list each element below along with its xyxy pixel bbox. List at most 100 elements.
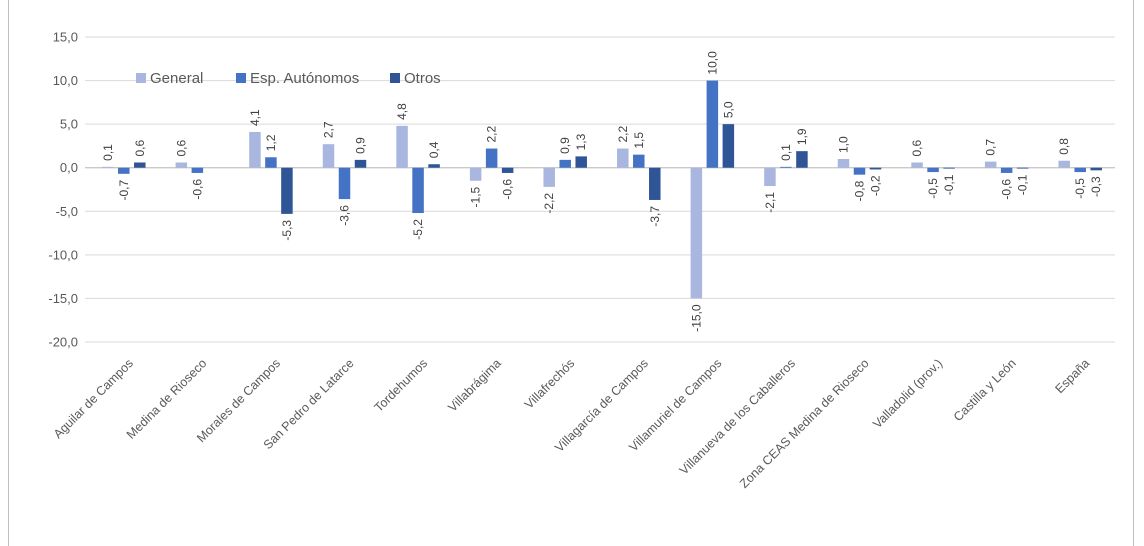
- data-label: -2,2: [542, 193, 556, 214]
- data-label: -0,3: [1089, 176, 1103, 197]
- bar: [1058, 160, 1070, 168]
- chart-frame: [8, 0, 1134, 546]
- x-tick-label: Medina de Rioseco: [124, 356, 210, 442]
- bar: [134, 162, 146, 168]
- bar: [984, 161, 997, 168]
- data-label: -0,6: [501, 179, 515, 200]
- data-label: 0,9: [354, 137, 368, 154]
- bar: [853, 167, 866, 175]
- bar: [396, 125, 408, 168]
- legend-swatch: [236, 73, 246, 83]
- bar: [706, 80, 719, 168]
- x-tick-label: Villanueva de los Caballeros: [677, 356, 798, 477]
- bar: [338, 167, 351, 200]
- data-label: -5,2: [411, 219, 425, 240]
- bar: [911, 162, 923, 168]
- data-label: 1,5: [632, 132, 646, 149]
- data-label: -0,5: [926, 178, 940, 199]
- bar: [837, 159, 850, 168]
- legend-label: General: [150, 70, 203, 87]
- bar: [281, 167, 293, 214]
- data-label: 1,2: [264, 134, 278, 151]
- data-label: 10,0: [705, 51, 719, 75]
- y-tick-label: 5,0: [60, 117, 78, 132]
- bar: [1090, 167, 1102, 171]
- legend-swatch: [390, 73, 400, 83]
- bar: [690, 167, 703, 299]
- data-label: -0,1: [942, 174, 956, 195]
- data-label: 0,1: [101, 144, 115, 161]
- bar: [249, 131, 261, 168]
- x-tick-label: Zona CEAS Medina de Rioseco: [737, 356, 872, 491]
- data-label: 0,6: [133, 139, 147, 156]
- y-tick-label: 10,0: [53, 73, 78, 88]
- y-tick-label: -5,0: [56, 204, 78, 219]
- data-label: 2,2: [485, 126, 499, 143]
- bar: [1074, 167, 1086, 173]
- legend-label: Esp. Autónomos: [250, 70, 359, 87]
- data-label: -0,7: [117, 179, 131, 200]
- data-label: -0,8: [853, 180, 867, 201]
- bar: [412, 167, 424, 214]
- y-tick-label: -20,0: [48, 335, 78, 350]
- bar: [428, 164, 440, 168]
- bar: [575, 156, 587, 168]
- x-tick-label: Villabrágima: [445, 356, 503, 414]
- data-label: 4,1: [248, 109, 262, 126]
- data-label: 0,9: [558, 137, 572, 154]
- data-label: -0,6: [190, 179, 204, 200]
- x-tick-label: España: [1052, 356, 1092, 396]
- bar: [1016, 167, 1029, 169]
- x-tick-label: Tordehumos: [372, 356, 431, 415]
- bar: [796, 151, 808, 168]
- bar: [1000, 167, 1013, 173]
- bar: [649, 167, 661, 200]
- bar: [322, 144, 335, 168]
- data-label: 0,6: [174, 139, 188, 156]
- bar: [869, 167, 882, 170]
- data-label: 1,0: [837, 136, 851, 153]
- bar: [617, 148, 629, 168]
- data-label: -0,1: [1016, 174, 1030, 195]
- data-label: -0,5: [1073, 178, 1087, 199]
- x-tick-label: Valladolid (prov.): [870, 356, 945, 431]
- data-label: 2,2: [616, 126, 630, 143]
- data-label: -5,3: [280, 220, 294, 241]
- bar: [943, 167, 955, 169]
- bar: [354, 159, 367, 168]
- x-tick-label: Castilla y León: [951, 356, 1019, 424]
- legend-swatch: [136, 73, 146, 83]
- bar: [118, 167, 130, 174]
- bar: [927, 167, 939, 173]
- data-label: 0,6: [910, 139, 924, 156]
- data-label: -3,6: [338, 205, 352, 226]
- data-label: -3,7: [648, 206, 662, 227]
- data-label: 0,7: [984, 139, 998, 156]
- data-label: 1,9: [795, 128, 809, 145]
- data-label: -0,2: [869, 175, 883, 196]
- bar: [102, 166, 114, 168]
- data-label: -15,0: [689, 304, 703, 332]
- data-label: 2,7: [322, 121, 336, 138]
- bar: [633, 154, 645, 168]
- legend-label: Otros: [404, 70, 441, 87]
- data-label: 4,8: [395, 103, 409, 120]
- x-tick-label: Aguilar de Campos: [51, 356, 136, 441]
- y-tick-label: 15,0: [53, 30, 78, 45]
- bar: [265, 157, 277, 168]
- data-label: 1,3: [574, 133, 588, 150]
- bar: [780, 166, 792, 168]
- data-label: -2,1: [763, 192, 777, 213]
- bar: [501, 167, 514, 173]
- data-label: -0,6: [1000, 179, 1014, 200]
- bar: [469, 167, 482, 181]
- y-tick-label: 0,0: [60, 160, 78, 175]
- data-label: 0,4: [427, 141, 441, 158]
- y-tick-label: -10,0: [48, 247, 78, 262]
- bar: [559, 159, 571, 168]
- bar: [543, 167, 555, 187]
- bar: [764, 167, 776, 187]
- bar: [191, 167, 204, 173]
- x-tick-label: Villafrechós: [522, 356, 577, 411]
